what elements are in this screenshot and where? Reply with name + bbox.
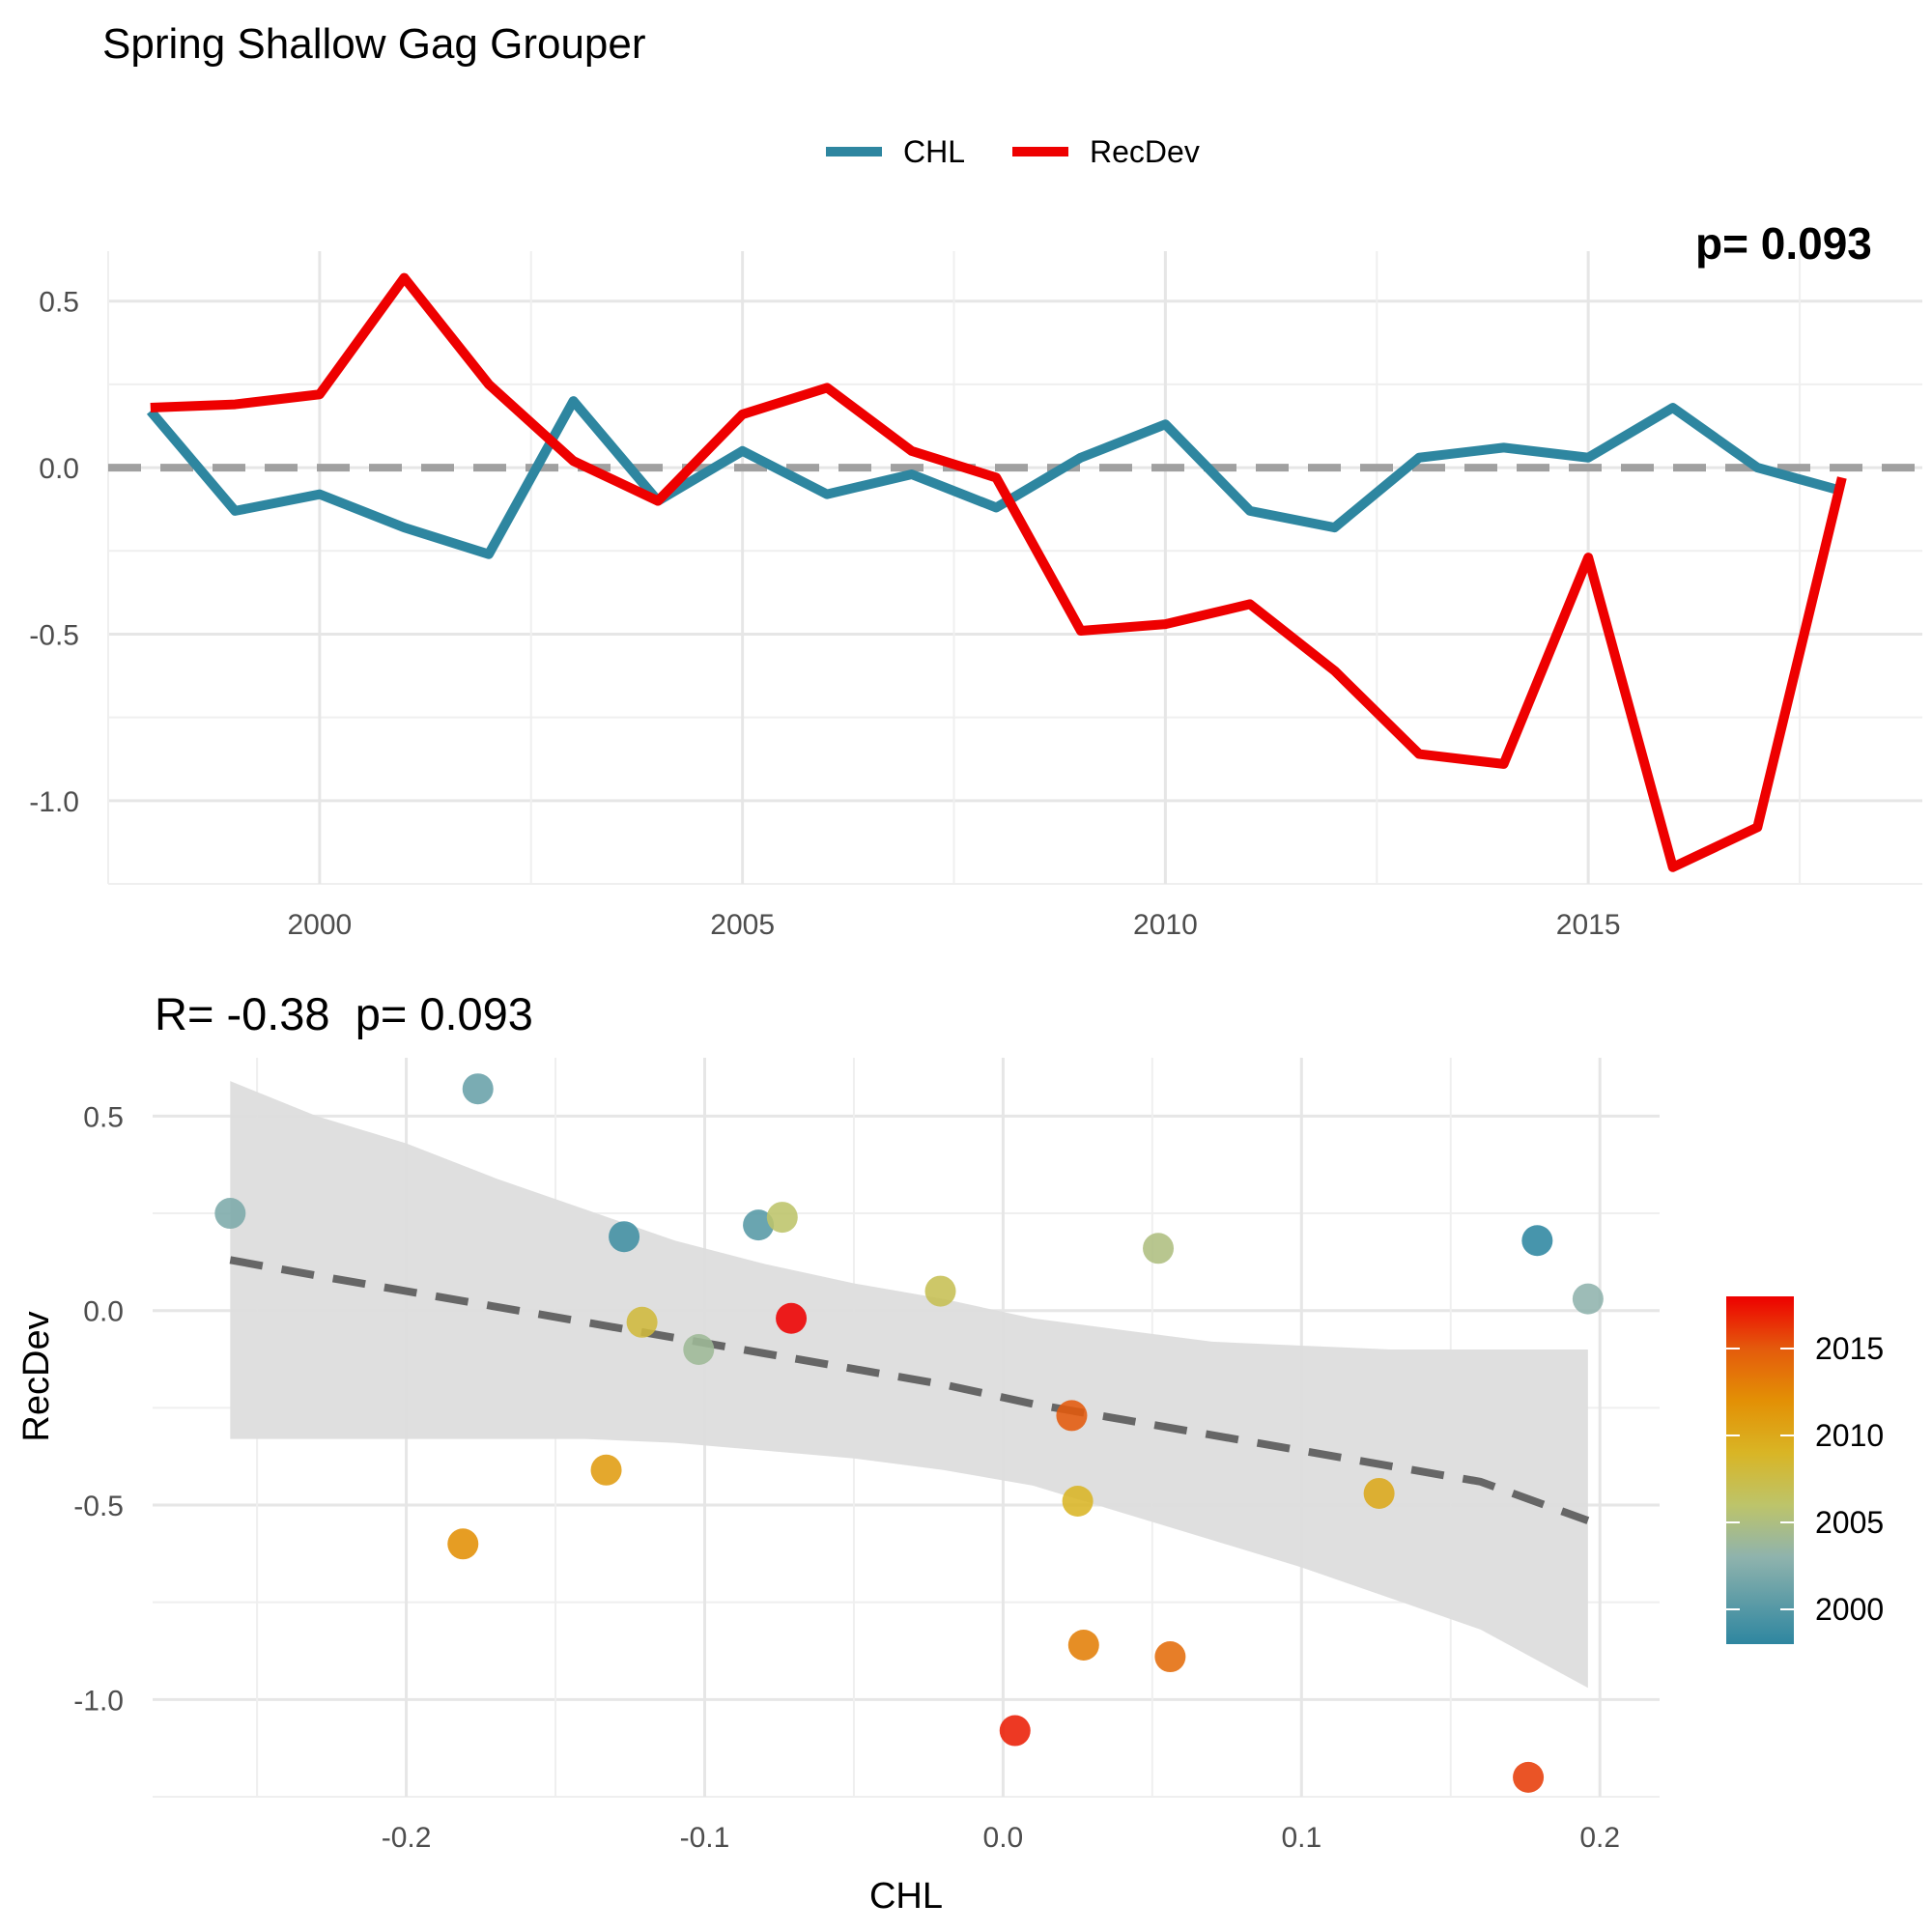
scatter-point: [447, 1528, 479, 1560]
scatter-point: [924, 1275, 956, 1307]
y-tick-label: -0.5: [73, 1491, 124, 1522]
colorbar-tick-label: 2005: [1815, 1505, 1884, 1540]
x-tick-label: 0.2: [1579, 1822, 1620, 1854]
colorbar: [1726, 1296, 1794, 1644]
chart-title: Spring Shallow Gag Grouper: [102, 20, 646, 68]
colorbar-tick-label: 2000: [1815, 1592, 1884, 1627]
scatter-point: [1521, 1225, 1553, 1257]
y-tick-label: 0.5: [83, 1101, 124, 1133]
scatter-point: [766, 1202, 798, 1234]
correlation-title: R= -0.38 p= 0.093: [155, 988, 533, 1039]
scatter-point: [462, 1073, 494, 1105]
scatter-point: [1572, 1283, 1604, 1315]
scatter-point: [1067, 1629, 1099, 1661]
legend-label: CHL: [903, 134, 965, 169]
scatter-point: [1154, 1641, 1186, 1673]
scatter-point: [776, 1302, 808, 1334]
scatter-point: [1062, 1486, 1094, 1517]
bottom-panel-axes: -1.0 -0.5 0.0 0.5 -0.2 -0.1 0.0 0.1 0.2: [73, 1101, 1620, 1854]
y-tick-label: 0.0: [83, 1296, 124, 1328]
y-tick-label: -1.0: [73, 1685, 124, 1717]
x-tick-label: -0.2: [382, 1822, 432, 1854]
top-panel-series: [146, 272, 1847, 872]
colorbar-tick-label: 2010: [1815, 1418, 1884, 1453]
top-panel-axes: -1.0 -0.5 0.0 0.5 2000 2005 2010 2015: [29, 287, 1620, 941]
x-tick-label: -0.1: [680, 1822, 730, 1854]
y-tick-label: -1.0: [29, 786, 79, 818]
scatter-point: [1363, 1477, 1395, 1509]
scatter-point: [609, 1221, 640, 1253]
y-tick-label: 0.0: [39, 453, 79, 485]
regression-line: [229, 1256, 1590, 1524]
y-axis-label: RecDev: [16, 1311, 57, 1441]
series-line-recdev: [150, 272, 1847, 872]
y-tick-label: 0.5: [39, 287, 79, 319]
series-line-chl: [146, 396, 1844, 559]
x-tick-label: 2000: [288, 909, 353, 941]
scatter-point: [1513, 1761, 1545, 1793]
colorbar-ticks: 2000 2005 2010 2015: [1726, 1331, 1884, 1627]
x-tick-label: 2015: [1556, 909, 1621, 941]
colorbar-tick-label: 2015: [1815, 1331, 1884, 1366]
scatter-point: [683, 1333, 715, 1365]
scatter-point: [214, 1198, 246, 1230]
corner-annotation: p= 0.093: [1695, 218, 1872, 269]
confidence-ribbon: [230, 1081, 1588, 1689]
legend-item-recdev: RecDev: [1012, 134, 1200, 169]
x-tick-label: 0.0: [983, 1822, 1024, 1854]
y-tick-label: -0.5: [29, 619, 79, 651]
scatter-point: [626, 1306, 658, 1338]
x-tick-label: 2010: [1133, 909, 1198, 941]
scatter-point: [1056, 1400, 1088, 1432]
scatter-point: [1143, 1233, 1175, 1264]
x-tick-label: 0.1: [1281, 1822, 1321, 1854]
legend-label: RecDev: [1090, 134, 1200, 169]
legend: CHL RecDev: [826, 134, 1200, 169]
scatter-point: [743, 1209, 775, 1241]
x-tick-label: 2005: [710, 909, 775, 941]
scatter-points: [214, 1073, 1604, 1793]
scatter-point: [590, 1454, 622, 1486]
x-axis-label: CHL: [869, 1876, 943, 1917]
scatter-point: [999, 1715, 1031, 1747]
legend-item-chl: CHL: [826, 134, 965, 169]
